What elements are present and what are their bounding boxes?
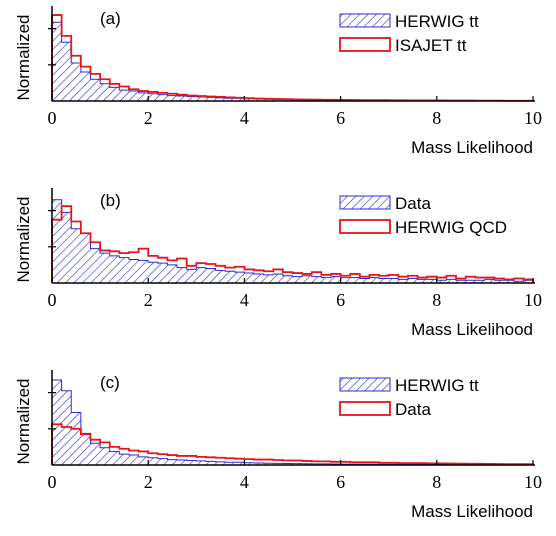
x-tick-label: 8 (432, 290, 441, 310)
panel-label: (c) (100, 373, 120, 392)
series-1-histogram (51, 199, 534, 284)
x-tick-label: 2 (144, 290, 153, 310)
x-tick-label: 0 (48, 108, 57, 128)
x-tick-label: 4 (240, 290, 249, 310)
legend-label-2: Data (395, 400, 431, 419)
x-tick-label: 2 (144, 472, 153, 492)
legend-label-1: Data (395, 194, 431, 213)
x-tick-label: 0 (48, 290, 57, 310)
legend-label-1: HERWIG tt (395, 376, 479, 395)
legend-swatch-2 (339, 37, 391, 52)
x-tick-label: 6 (336, 290, 345, 310)
legend-swatch-2 (339, 219, 391, 234)
x-tick-label: 2 (144, 108, 153, 128)
series-1-histogram (51, 21, 534, 102)
x-tick-label: 10 (524, 290, 542, 310)
panel-2: 0 2 4 6 8 10 Mass Likelihood Normalized (b) Data H… (14, 188, 542, 339)
x-tick-label: 4 (240, 108, 249, 128)
legend-label-1: HERWIG tt (395, 12, 479, 31)
x-tick-label: 0 (48, 472, 57, 492)
legend-label-2: ISAJET tt (395, 36, 467, 55)
y-axis-title: Normalized (14, 197, 33, 283)
legend-swatch-1 (339, 195, 391, 210)
x-tick-label: 6 (336, 108, 345, 128)
panel-3: 0 2 4 6 8 10 Mass Likelihood Normalized (c) HERWI… (14, 370, 542, 521)
x-tick-label: 10 (524, 108, 542, 128)
legend-swatch-1 (339, 377, 391, 392)
legend-swatch-1 (339, 13, 391, 28)
x-tick-label: 8 (432, 472, 441, 492)
x-axis-title: Mass Likelihood (411, 502, 533, 521)
series-2-histogram (51, 423, 534, 465)
x-tick-label: 8 (432, 108, 441, 128)
panel-1: 0 2 4 6 8 10 Mass Likelihood Normalized (a) HERWI… (14, 6, 542, 157)
panel-label: (b) (100, 191, 121, 210)
y-axis-title: Normalized (14, 379, 33, 465)
y-axis-title: Normalized (14, 15, 33, 101)
x-tick-label: 4 (240, 472, 249, 492)
legend-swatch-2 (339, 401, 391, 416)
x-tick-label: 6 (336, 472, 345, 492)
legend-label-2: HERWIG QCD (395, 218, 507, 237)
x-axis-title: Mass Likelihood (411, 320, 533, 339)
panel-label: (a) (100, 9, 121, 28)
series-2-histogram (51, 205, 534, 283)
x-tick-label: 10 (524, 472, 542, 492)
x-axis-title: Mass Likelihood (411, 138, 533, 157)
